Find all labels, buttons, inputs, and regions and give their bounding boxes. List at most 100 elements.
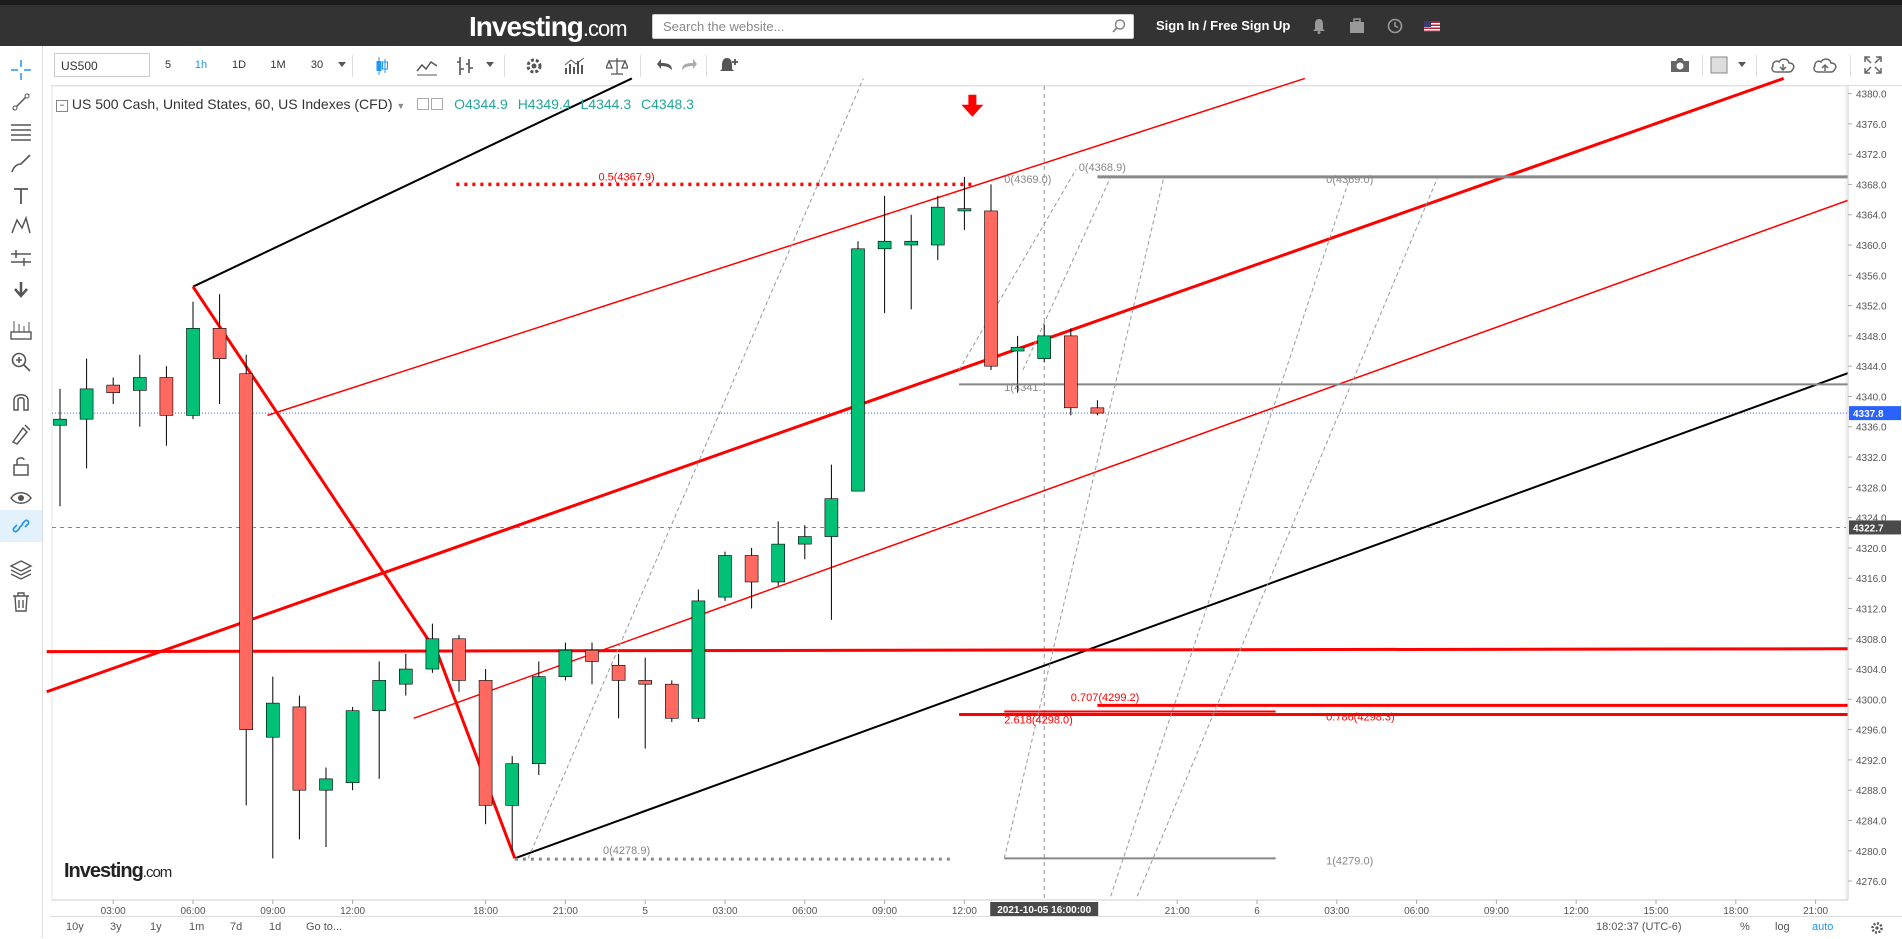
goto-button[interactable]: Go to... (306, 921, 343, 933)
drawing-toolbar (0, 46, 43, 938)
legend-close: C4348.3 (641, 96, 694, 112)
collapse-legend-icon[interactable]: − (56, 100, 68, 112)
timeframe-1h[interactable]: 1h (194, 59, 208, 71)
compare-icon[interactable] (456, 56, 474, 76)
symbol-input[interactable]: US500 (54, 53, 150, 77)
zoom-icon[interactable] (9, 350, 33, 374)
balance-icon[interactable] (606, 56, 628, 76)
timeframe-30[interactable]: 30 (310, 59, 324, 71)
candle-body (398, 668, 413, 685)
settings-icon[interactable] (524, 56, 544, 76)
crosshair-icon[interactable] (9, 58, 33, 82)
pattern-icon[interactable] (9, 214, 33, 238)
fib-level-label: 0(4369.0) (1326, 174, 1373, 186)
logo-suffix-text: .com (582, 16, 628, 41)
timeframe-1d[interactable]: 1D (231, 59, 247, 71)
camera-icon[interactable] (1670, 56, 1690, 74)
candle-body (505, 763, 520, 806)
unlock-icon[interactable] (9, 454, 33, 478)
search-input[interactable] (661, 15, 1105, 38)
candle-body (1064, 335, 1078, 409)
candle-body (319, 778, 333, 791)
text-icon[interactable] (9, 184, 33, 208)
price-tick-label: 4368.0 (1856, 180, 1887, 191)
candle-body (265, 702, 280, 738)
candle-body (186, 328, 200, 416)
plot-border (51, 85, 1847, 901)
candle-body (531, 676, 546, 765)
lower-black-channel-line (514, 352, 1902, 860)
line-chart-icon[interactable] (416, 56, 438, 76)
range-settings-icon[interactable] (1870, 921, 1884, 935)
search-icon[interactable] (1111, 18, 1127, 34)
link-icon[interactable] (9, 514, 33, 538)
indicators-icon[interactable] (564, 56, 586, 76)
us-flag-icon[interactable] (1424, 21, 1440, 32)
eye-icon[interactable] (9, 486, 33, 510)
cloud-upload-icon[interactable] (1812, 56, 1838, 74)
toolbar-separator (504, 55, 505, 77)
range-7d[interactable]: 7d (230, 921, 243, 933)
cloud-download-icon[interactable] (1770, 56, 1796, 74)
price-tick-label: 4356.0 (1856, 271, 1887, 282)
candle-body (53, 418, 67, 426)
price-tick-label: 4288.0 (1856, 786, 1887, 797)
range-1m[interactable]: 1m (189, 921, 205, 933)
price-tick-label: 4332.0 (1856, 453, 1887, 464)
clock-icon[interactable] (1387, 18, 1403, 34)
trendline-icon[interactable] (9, 90, 33, 114)
chart-type-dropdown-icon[interactable] (486, 62, 494, 67)
timeframe-1m[interactable]: 1M (270, 59, 286, 71)
lock-drawing-icon[interactable] (9, 422, 33, 446)
trash-icon[interactable] (9, 590, 33, 614)
price-tick-label: 4292.0 (1856, 756, 1887, 767)
fib-level-label: 0.707(4299.2) (1071, 692, 1140, 704)
range-1y[interactable]: 1y (150, 921, 162, 933)
candle-body (851, 248, 865, 492)
range-1d[interactable]: 1d (269, 921, 282, 933)
undo-icon[interactable] (656, 56, 674, 76)
timeframe-5[interactable]: 5 (164, 59, 172, 71)
gann-diagonal-5 (1110, 176, 1351, 897)
candle-body (106, 384, 120, 393)
candle-body (133, 377, 147, 391)
measure-icon[interactable] (9, 246, 33, 270)
candle-body (239, 373, 253, 730)
signin-link[interactable]: Sign In / Free Sign Up (1156, 18, 1291, 33)
layout-icon[interactable] (1710, 56, 1728, 74)
layers-icon[interactable] (9, 558, 33, 582)
eye-toggle-icon[interactable] (417, 98, 430, 110)
legend-dropdown-icon[interactable]: ▼ (396, 101, 406, 111)
price-tick-label: 4348.0 (1856, 332, 1887, 343)
layout-dropdown-icon[interactable] (1738, 62, 1746, 67)
magnet-icon[interactable] (9, 390, 33, 414)
candles-icon[interactable] (374, 56, 390, 76)
redo-icon[interactable] (680, 56, 698, 76)
log-toggle[interactable]: log (1775, 921, 1790, 933)
swing-line-down-2 (436, 653, 517, 859)
price-tick-label: 4352.0 (1856, 302, 1887, 313)
range-3y[interactable]: 3y (110, 921, 122, 933)
auto-toggle[interactable]: auto (1812, 921, 1834, 933)
alert-icon[interactable] (718, 56, 740, 76)
settings-toggle-icon[interactable] (431, 98, 444, 110)
candle-body (452, 638, 466, 681)
fib-level-label: 0(4278.9) (603, 845, 650, 857)
bell-icon[interactable] (1312, 18, 1326, 34)
range-10y[interactable]: 10y (66, 921, 84, 933)
fibonacci-icon[interactable] (9, 120, 33, 144)
investing-logo[interactable]: Investing.com (469, 11, 628, 43)
ruler-icon[interactable] (9, 318, 33, 342)
gann-diagonal-6 (1136, 176, 1439, 897)
briefcase-icon[interactable] (1349, 18, 1365, 34)
arrow-down-icon[interactable] (9, 278, 33, 302)
brush-icon[interactable] (9, 152, 33, 176)
fullscreen-icon[interactable] (1864, 56, 1882, 74)
fib-level-label: 0(4368.9) (1079, 162, 1126, 174)
crosshair-time-box (990, 902, 1099, 917)
timeframe-dropdown-icon[interactable] (338, 62, 346, 67)
percent-toggle[interactable]: % (1740, 921, 1750, 933)
candle-body (372, 680, 387, 711)
toolbar-separator (1756, 55, 1757, 77)
